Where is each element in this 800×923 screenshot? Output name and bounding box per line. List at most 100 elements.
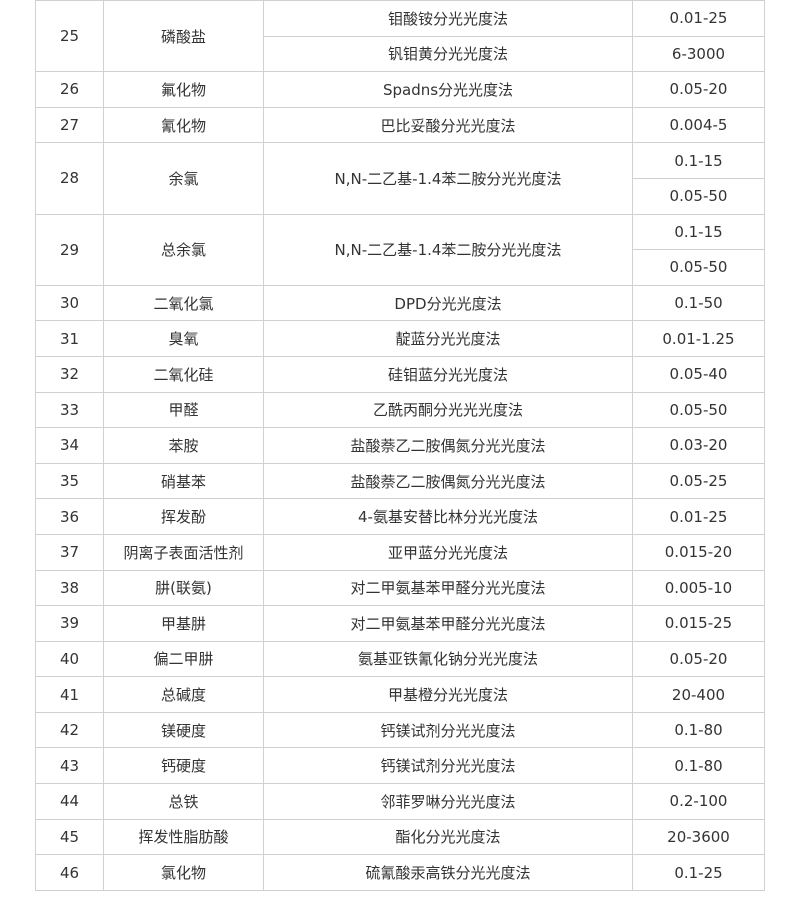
test-item: 肼(联氨) <box>103 569 264 607</box>
row-number: 27 <box>35 106 104 144</box>
test-method: 对二甲氨基苯甲醛分光光度法 <box>263 605 633 642</box>
table-body: 25 磷酸盐 钼酸铵分光光度法 0.01-25 钒钼黄分光光度法 6-3000 26 氟化物 S… <box>35 0 765 891</box>
table-row: 钒钼黄分光光度法 6-3000 <box>36 35 765 73</box>
test-method: 盐酸萘乙二胺偶氮分光光度法 <box>263 427 633 464</box>
table-row: 30 二氧化氯 DPD分光光度法 0.1-50 <box>35 284 765 322</box>
measurement-range: 0.05-40 <box>632 355 765 393</box>
test-method: 甲基橙分光光度法 <box>263 676 633 713</box>
measurement-range: 0.01-25 <box>632 498 765 535</box>
test-item: 总碱度 <box>103 676 264 713</box>
measurement-range: 0.01-1.25 <box>632 320 765 357</box>
row-number: 37 <box>35 533 104 571</box>
test-method: 钼酸铵分光光度法 <box>263 0 633 37</box>
test-method: 4-氨基安替比林分光光度法 <box>263 498 633 535</box>
row-number: 29 <box>35 213 104 286</box>
test-method: 钙镁试剂分光光度法 <box>263 711 633 749</box>
test-item: 二氧化氯 <box>103 284 264 322</box>
test-item: 臭氧 <box>103 320 264 357</box>
row-number: 43 <box>35 747 104 785</box>
row-number: 28 <box>35 142 104 215</box>
row-number: 44 <box>35 783 104 820</box>
measurement-range: 6-3000 <box>632 35 765 73</box>
table-row: 28 余氯 N,N-二乙基-1.4苯二胺分光光度法 0.1-15 <box>35 142 765 215</box>
test-item: 镁硬度 <box>103 711 264 749</box>
measurement-table: 25 磷酸盐 钼酸铵分光光度法 0.01-25 钒钼黄分光光度法 6-3000 26 氟化物 S… <box>35 0 765 891</box>
row-number: 38 <box>35 569 104 607</box>
test-item: 挥发酚 <box>103 498 264 535</box>
test-method: N,N-二乙基-1.4苯二胺分光光度法 <box>263 142 633 215</box>
row-number: 41 <box>35 676 104 713</box>
row-number: 33 <box>35 391 104 429</box>
test-item: 偏二甲肼 <box>103 640 264 678</box>
table-row: 41 总碱度 甲基橙分光光度法 20-400 <box>35 676 765 713</box>
measurement-range: 20-400 <box>632 676 765 713</box>
measurement-range: 0.05-25 <box>632 462 765 500</box>
test-item: 甲基肼 <box>103 605 264 642</box>
table-row: 31 臭氧 靛蓝分光光度法 0.01-1.25 <box>35 320 765 357</box>
table-row: 45 挥发性脂肪酸 酯化分光光度法 20-3600 <box>35 818 765 856</box>
table-row: 46 氯化物 硫氰酸汞高铁分光光度法 0.1-25 <box>35 854 765 891</box>
measurement-range: 0.015-20 <box>632 533 765 571</box>
test-item: 氟化物 <box>103 71 264 108</box>
test-item: 磷酸盐 <box>103 0 264 73</box>
test-item: 总余氯 <box>103 213 264 286</box>
table-row: 38 肼(联氨) 对二甲氨基苯甲醛分光光度法 0.005-10 <box>35 569 765 607</box>
test-method: 钒钼黄分光光度法 <box>263 35 633 73</box>
test-method: 硅钼蓝分光光度法 <box>263 355 633 393</box>
test-method: 硫氰酸汞高铁分光光度法 <box>263 854 633 891</box>
measurement-range: 0.05-20 <box>632 71 765 108</box>
row-number: 36 <box>35 498 104 535</box>
test-method: 对二甲氨基苯甲醛分光光度法 <box>263 569 633 607</box>
table-row: 42 镁硬度 钙镁试剂分光光度法 0.1-80 <box>35 711 765 749</box>
test-method: 氨基亚铁氰化钠分光光度法 <box>263 640 633 678</box>
test-method: Spadns分光光度法 <box>263 71 633 108</box>
row-number: 26 <box>35 71 104 108</box>
row-number: 42 <box>35 711 104 749</box>
measurement-range: 0.05-50 <box>632 249 765 286</box>
measurement-range: 0.1-15 <box>632 213 765 251</box>
test-item: 余氯 <box>103 142 264 215</box>
table-row: 37 阴离子表面活性剂 亚甲蓝分光光度法 0.015-20 <box>35 533 765 571</box>
measurement-range: 0.005-10 <box>632 569 765 607</box>
test-item: 挥发性脂肪酸 <box>103 818 264 856</box>
table-row: 32 二氧化硅 硅钼蓝分光光度法 0.05-40 <box>35 355 765 393</box>
row-number: 32 <box>35 355 104 393</box>
test-method: N,N-二乙基-1.4苯二胺分光光度法 <box>263 213 633 286</box>
test-item: 总铁 <box>103 783 264 820</box>
measurement-range: 20-3600 <box>632 818 765 856</box>
measurement-range: 0.1-50 <box>632 284 765 322</box>
test-method: 乙酰丙酮分光光光度法 <box>263 391 633 429</box>
measurement-range: 0.05-50 <box>632 391 765 429</box>
test-item: 阴离子表面活性剂 <box>103 533 264 571</box>
test-method: 靛蓝分光光度法 <box>263 320 633 357</box>
test-item: 二氧化硅 <box>103 355 264 393</box>
measurement-range: 0.2-100 <box>632 783 765 820</box>
test-method: DPD分光光度法 <box>263 284 633 322</box>
test-item: 甲醛 <box>103 391 264 429</box>
row-number: 30 <box>35 284 104 322</box>
measurement-range: 0.1-15 <box>632 142 765 179</box>
test-item: 氯化物 <box>103 854 264 891</box>
measurement-range: 0.01-25 <box>632 0 765 37</box>
table-row: 0.05-50 <box>36 249 765 286</box>
measurement-range: 0.004-5 <box>632 106 765 144</box>
table-row: 29 总余氯 N,N-二乙基-1.4苯二胺分光光度法 0.1-15 <box>35 213 765 286</box>
test-method: 酯化分光光度法 <box>263 818 633 856</box>
test-item: 苯胺 <box>103 427 264 464</box>
measurement-range: 0.03-20 <box>632 427 765 464</box>
table-row: 39 甲基肼 对二甲氨基苯甲醛分光光度法 0.015-25 <box>35 605 765 642</box>
row-number: 25 <box>35 0 104 73</box>
row-number: 35 <box>35 462 104 500</box>
measurement-range: 0.1-80 <box>632 747 765 785</box>
table-row: 43 钙硬度 钙镁试剂分光光度法 0.1-80 <box>35 747 765 785</box>
table-row: 27 氰化物 巴比妥酸分光光度法 0.004-5 <box>35 106 765 144</box>
measurement-range: 0.05-50 <box>632 177 765 215</box>
row-number: 39 <box>35 605 104 642</box>
table-row: 34 苯胺 盐酸萘乙二胺偶氮分光光度法 0.03-20 <box>35 427 765 464</box>
row-number: 31 <box>35 320 104 357</box>
measurement-range: 0.1-25 <box>632 854 765 891</box>
test-method: 巴比妥酸分光光度法 <box>263 106 633 144</box>
table-row: 26 氟化物 Spadns分光光度法 0.05-20 <box>35 71 765 108</box>
test-method: 钙镁试剂分光光度法 <box>263 747 633 785</box>
row-number: 40 <box>35 640 104 678</box>
